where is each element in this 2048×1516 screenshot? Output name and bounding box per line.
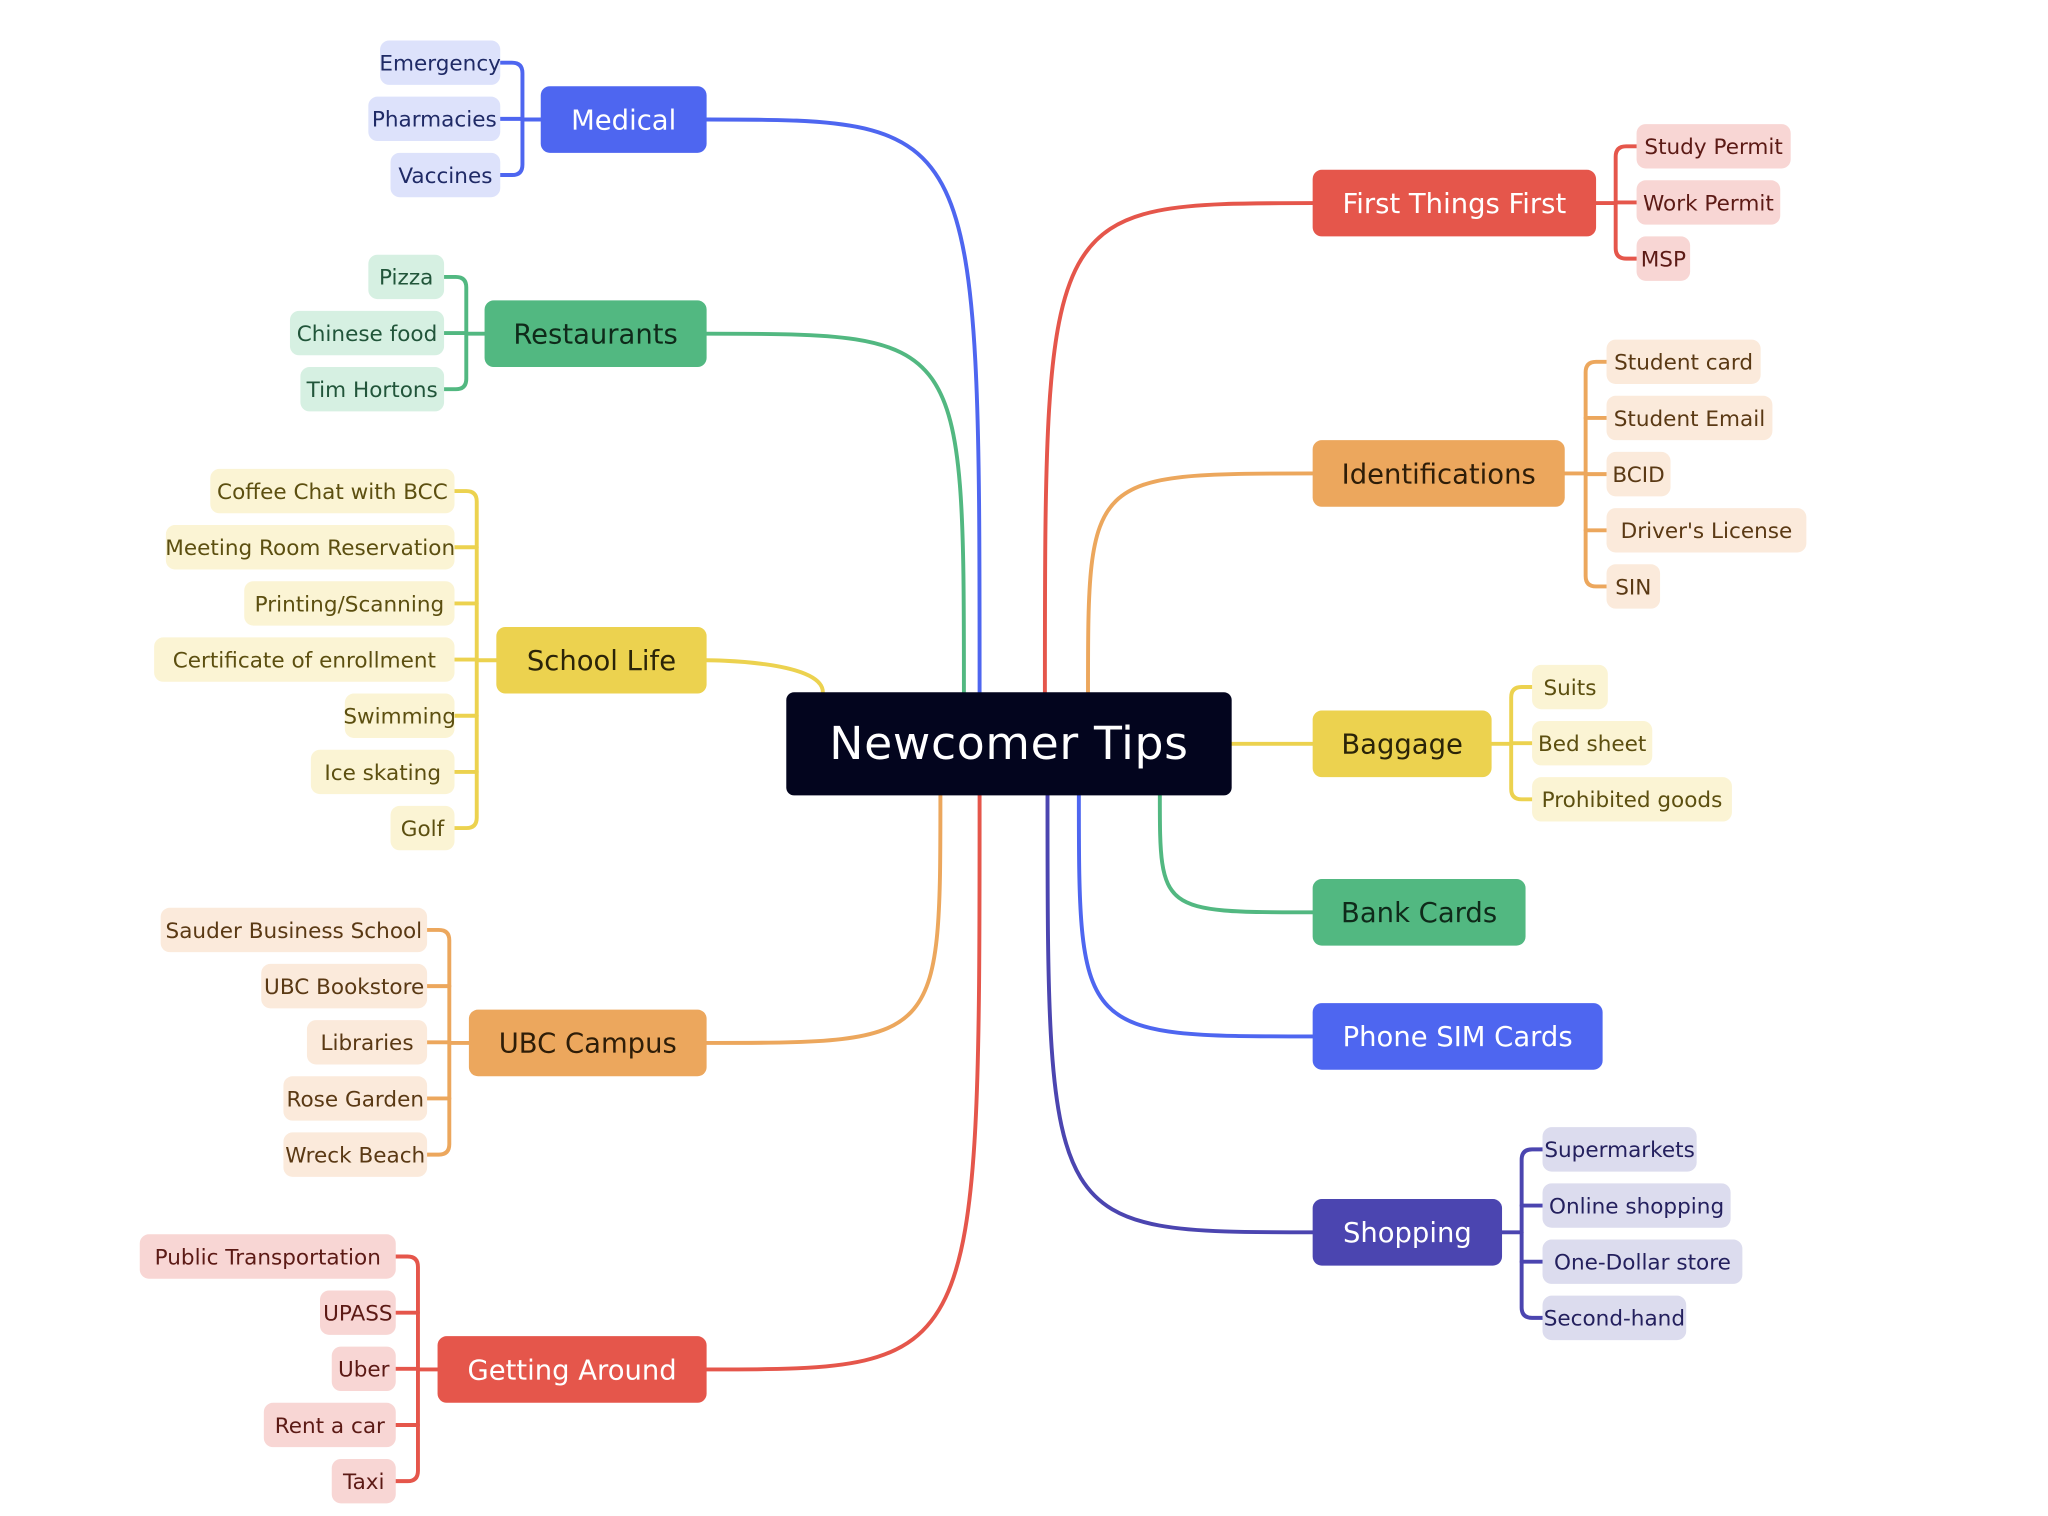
leaf-connector-restaurants-2 bbox=[442, 331, 469, 392]
connector-shopping bbox=[1045, 793, 1315, 1235]
branch-school-life[interactable]: School Life bbox=[496, 626, 707, 694]
connector-bank-cards bbox=[1157, 793, 1315, 915]
leaf-connector-getting-around-4 bbox=[393, 1367, 420, 1484]
leaf-first-things-first-1[interactable]: Work Permit bbox=[1636, 180, 1781, 225]
connector-ubc-campus bbox=[704, 793, 943, 1045]
leaf-identifications-4[interactable]: SIN bbox=[1606, 564, 1661, 609]
leaf-shopping-2[interactable]: One-Dollar store bbox=[1542, 1239, 1743, 1284]
leaf-medical-2[interactable]: Vaccines bbox=[390, 152, 501, 198]
branch-medical[interactable]: Medical bbox=[540, 86, 707, 153]
connector-school-life bbox=[704, 658, 825, 695]
leaf-first-things-first-0[interactable]: Study Permit bbox=[1636, 124, 1791, 169]
leaf-getting-around-3[interactable]: Rent a car bbox=[263, 1402, 396, 1448]
leaf-medical-1[interactable]: Pharmacies bbox=[368, 96, 501, 142]
leaf-restaurants-0[interactable]: Pizza bbox=[368, 254, 445, 300]
leaf-connector-shopping-3 bbox=[1519, 1230, 1545, 1320]
connector-restaurants bbox=[704, 331, 966, 695]
leaf-school-life-6[interactable]: Golf bbox=[390, 805, 455, 851]
leaf-identifications-0[interactable]: Student card bbox=[1606, 339, 1761, 384]
branch-phone-sim-cards[interactable]: Phone SIM Cards bbox=[1312, 1003, 1603, 1070]
leaf-connector-getting-around-0 bbox=[393, 1254, 420, 1372]
connector-first-things-first bbox=[1042, 201, 1315, 695]
leaf-restaurants-1[interactable]: Chinese food bbox=[289, 310, 445, 356]
branch-first-things-first[interactable]: First Things First bbox=[1312, 169, 1597, 237]
leaf-shopping-0[interactable]: Supermarkets bbox=[1542, 1127, 1697, 1172]
leaf-school-life-5[interactable]: Ice skating bbox=[310, 749, 455, 795]
leaf-connector-medical-0 bbox=[498, 60, 525, 122]
leaf-connector-baggage-0 bbox=[1509, 685, 1535, 746]
root-topic[interactable]: Newcomer Tips bbox=[786, 692, 1232, 796]
branch-ubc-campus[interactable]: UBC Campus bbox=[468, 1009, 707, 1077]
leaf-ubc-campus-1[interactable]: UBC Bookstore bbox=[261, 963, 428, 1009]
leaf-restaurants-2[interactable]: Tim Hortons bbox=[300, 367, 445, 412]
connector-phone-sim-cards bbox=[1076, 793, 1315, 1039]
leaf-getting-around-4[interactable]: Taxi bbox=[331, 1458, 396, 1504]
leaf-school-life-2[interactable]: Printing/Scanning bbox=[244, 581, 455, 626]
leaf-identifications-1[interactable]: Student Email bbox=[1606, 395, 1773, 441]
leaf-connector-school-life-0 bbox=[452, 489, 479, 663]
leaf-first-things-first-2[interactable]: MSP bbox=[1636, 236, 1691, 281]
branch-getting-around[interactable]: Getting Around bbox=[437, 1336, 707, 1403]
branch-shopping[interactable]: Shopping bbox=[1312, 1199, 1503, 1266]
leaf-connector-first-things-first-0 bbox=[1613, 144, 1639, 206]
leaf-shopping-1[interactable]: Online shopping bbox=[1542, 1183, 1731, 1228]
branch-baggage[interactable]: Baggage bbox=[1312, 710, 1492, 778]
leaf-school-life-4[interactable]: Swimming bbox=[343, 693, 456, 738]
leaf-getting-around-1[interactable]: UPASS bbox=[320, 1290, 396, 1335]
leaf-baggage-1[interactable]: Bed sheet bbox=[1532, 720, 1653, 766]
connector-getting-around bbox=[704, 793, 982, 1372]
leaf-baggage-2[interactable]: Prohibited goods bbox=[1532, 777, 1732, 822]
leaf-shopping-3[interactable]: Second-hand bbox=[1542, 1295, 1687, 1341]
branch-bank-cards[interactable]: Bank Cards bbox=[1312, 879, 1526, 946]
leaf-connector-ubc-campus-4 bbox=[425, 1040, 452, 1157]
leaf-connector-baggage-2 bbox=[1509, 741, 1535, 802]
connector-medical bbox=[704, 117, 982, 695]
leaf-ubc-campus-3[interactable]: Rose Garden bbox=[283, 1076, 428, 1121]
leaf-connector-medical-2 bbox=[498, 117, 525, 177]
branch-identifications[interactable]: Identifications bbox=[1312, 440, 1565, 507]
leaf-getting-around-2[interactable]: Uber bbox=[331, 1346, 396, 1392]
leaf-ubc-campus-2[interactable]: Libraries bbox=[306, 1020, 428, 1065]
leaf-connector-identifications-0 bbox=[1583, 359, 1609, 476]
leaf-connector-identifications-4 bbox=[1583, 471, 1609, 589]
leaf-identifications-3[interactable]: Driver's License bbox=[1606, 508, 1807, 553]
leaf-connector-school-life-6 bbox=[452, 658, 479, 831]
leaf-connector-shopping-0 bbox=[1519, 1147, 1545, 1235]
connector-identifications bbox=[1086, 471, 1315, 695]
leaf-school-life-1[interactable]: Meeting Room Reservation bbox=[165, 525, 455, 570]
leaf-medical-0[interactable]: Emergency bbox=[379, 40, 501, 85]
branch-restaurants[interactable]: Restaurants bbox=[484, 300, 707, 368]
leaf-school-life-0[interactable]: Coffee Chat with BCC bbox=[210, 468, 455, 514]
leaf-connector-ubc-campus-0 bbox=[425, 927, 452, 1045]
leaf-ubc-campus-4[interactable]: Wreck Beach bbox=[283, 1132, 428, 1177]
leaf-connector-restaurants-0 bbox=[442, 274, 469, 336]
leaf-school-life-3[interactable]: Certificate of enrollment bbox=[154, 637, 455, 682]
leaf-connector-first-things-first-2 bbox=[1613, 201, 1639, 261]
leaf-ubc-campus-0[interactable]: Sauder Business School bbox=[160, 907, 428, 953]
leaf-baggage-0[interactable]: Suits bbox=[1532, 664, 1608, 710]
leaf-identifications-2[interactable]: BCID bbox=[1606, 451, 1671, 497]
leaf-getting-around-0[interactable]: Public Transportation bbox=[139, 1234, 396, 1279]
